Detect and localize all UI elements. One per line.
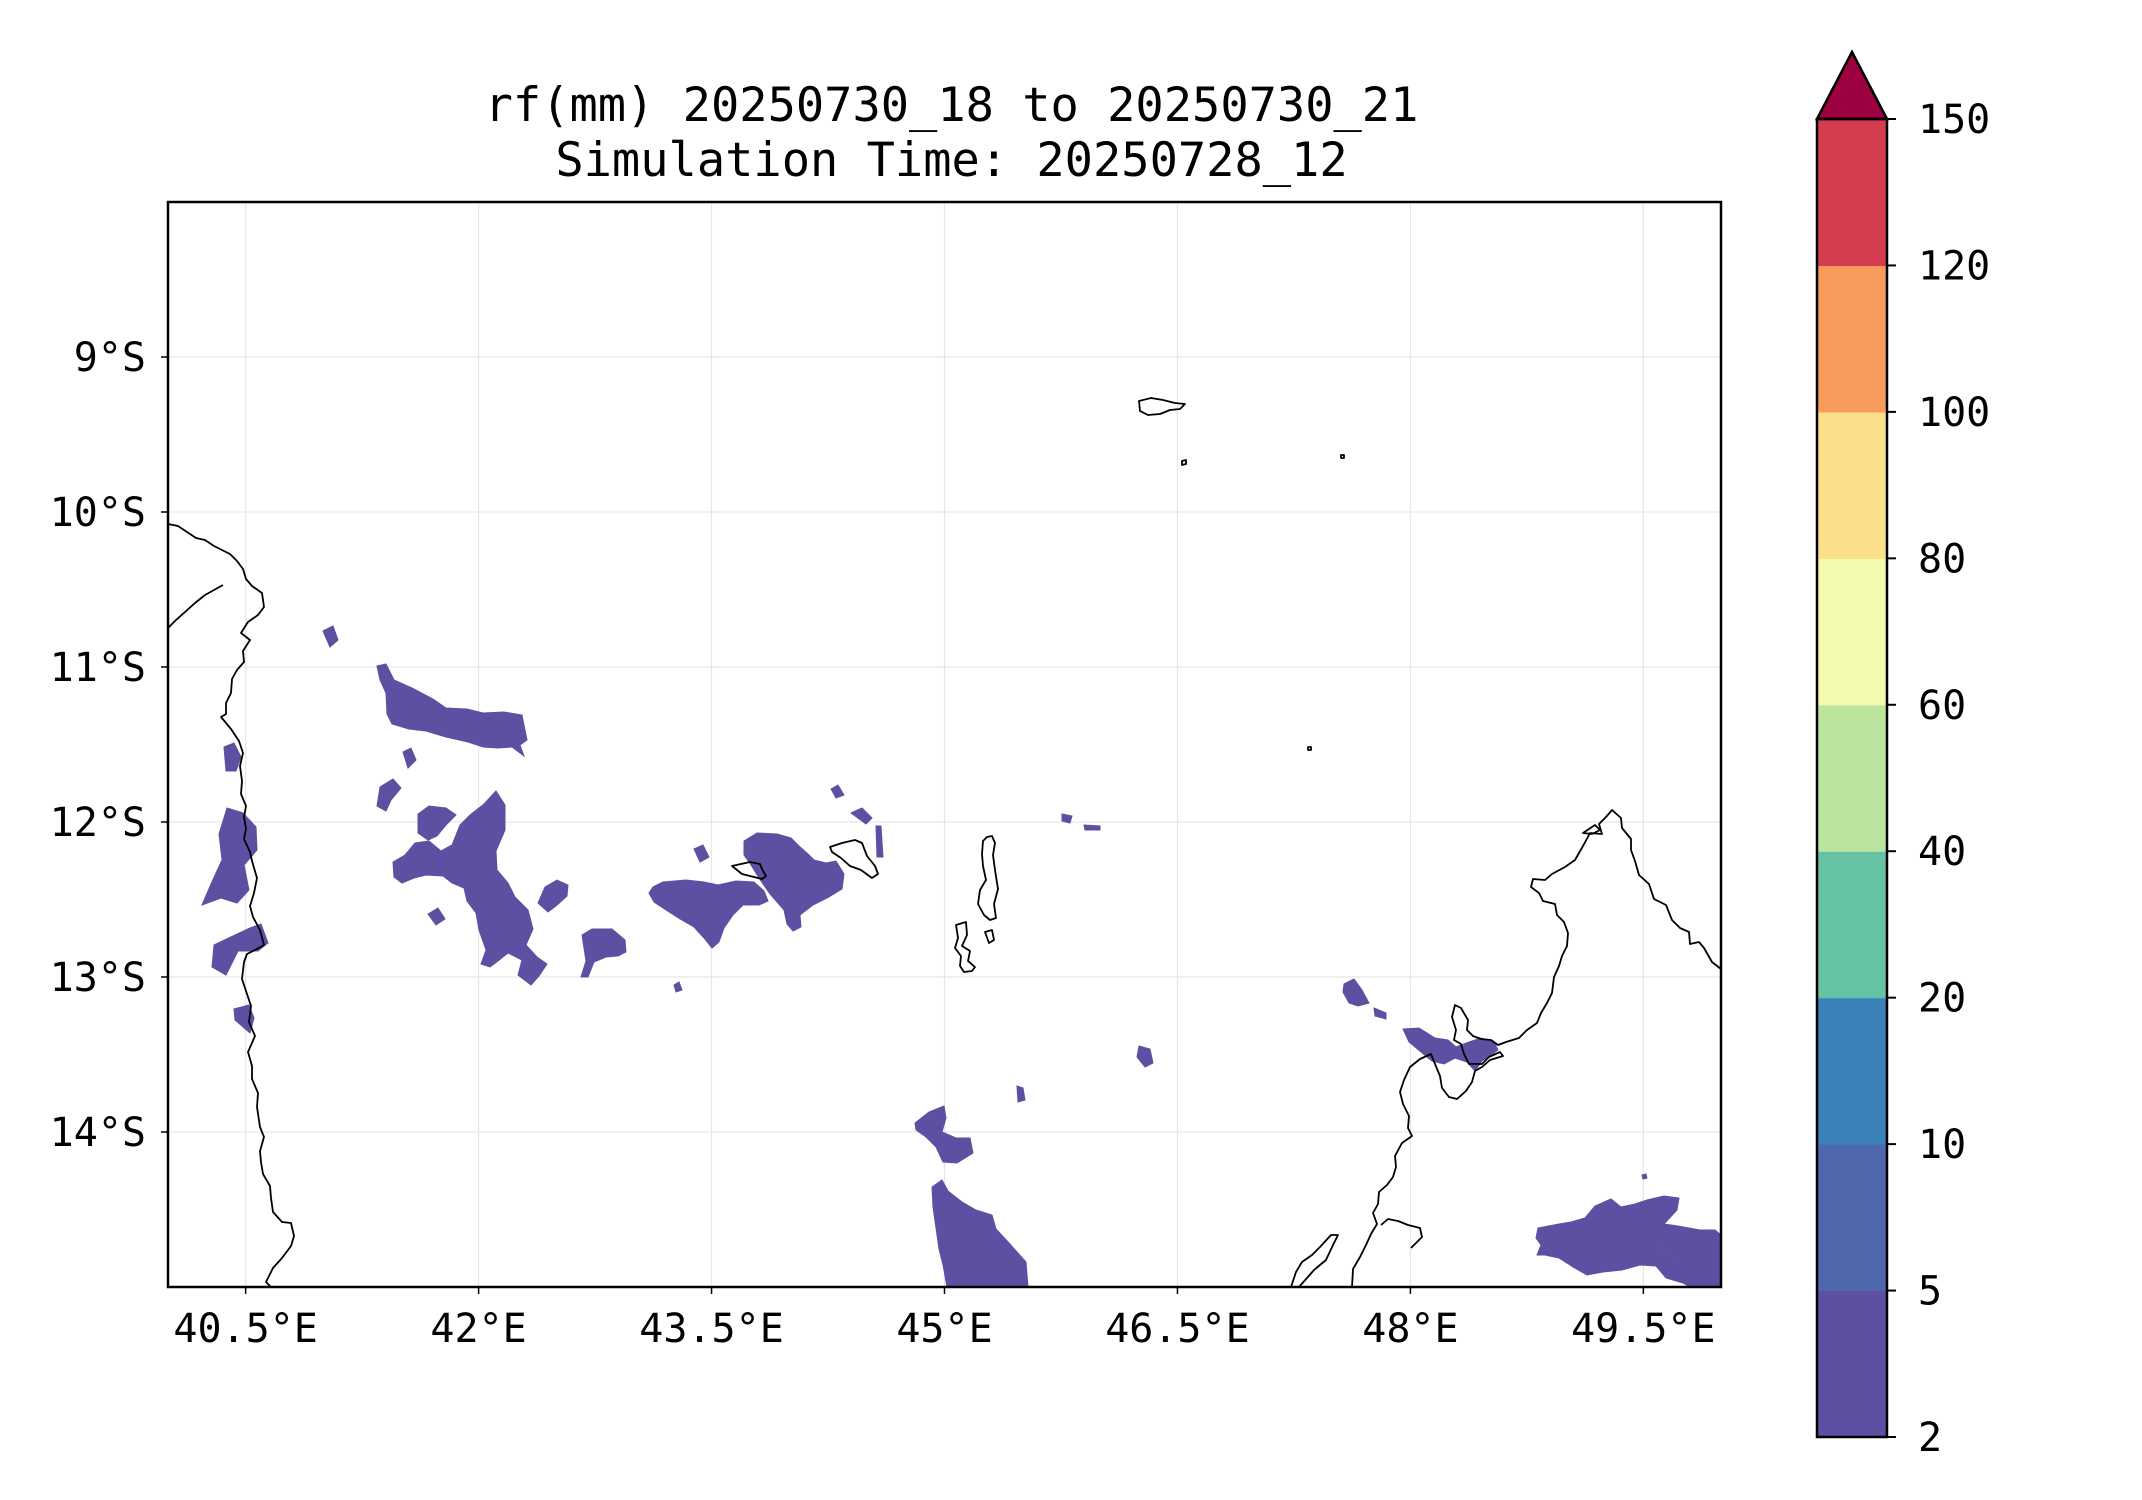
colorbar-tick-label: 100 — [1918, 390, 1990, 436]
precip-area — [392, 790, 548, 986]
colorbar-segment — [1817, 997, 1887, 1145]
precip-area — [648, 879, 769, 949]
coastline-grande-comore — [829, 839, 879, 879]
x-tick-label: 45°E — [896, 1306, 992, 1352]
precip-area — [1342, 978, 1370, 1007]
precip-area — [673, 981, 683, 993]
colorbar-extend-arrow — [1814, 49, 1890, 121]
precip-area — [427, 907, 446, 926]
precip-area — [1402, 1027, 1499, 1072]
precip-area — [693, 844, 710, 863]
x-tick-label: 42°E — [430, 1306, 526, 1352]
precip-area — [830, 784, 845, 799]
x-tick-label: 43.5°E — [639, 1306, 784, 1352]
colorbar-segment — [1817, 1144, 1887, 1292]
colorbar-segment — [1817, 851, 1887, 999]
colorbar-tick-label: 150 — [1918, 97, 1990, 143]
map-title: rf(mm) 20250730_18 to 20250730_21 — [484, 78, 1419, 133]
coastline — [167, 397, 1722, 1288]
precip-area — [850, 807, 873, 825]
precip-area — [914, 1105, 974, 1164]
colorbar-frame — [1815, 117, 1889, 1439]
colorbar: 2 5 10 20 40 60 80 100 120 150 — [1814, 49, 1990, 1461]
y-tick-label: 11°S — [50, 645, 146, 691]
coastline-africa — [167, 523, 295, 1288]
colorbar-tick-label: 120 — [1918, 243, 1990, 289]
precip-area — [1136, 1045, 1154, 1068]
gridlines — [168, 202, 1721, 1287]
y-tick-label: 10°S — [50, 490, 146, 536]
coastline-glorieuses — [1138, 397, 1186, 416]
colorbar-tick-label: 60 — [1918, 683, 1966, 729]
precip-area — [402, 747, 417, 769]
map-subtitle: Simulation Time: 20250728_12 — [555, 133, 1348, 188]
y-tick-label: 14°S — [50, 1110, 146, 1156]
x-tick-label: 40.5°E — [173, 1306, 318, 1352]
y-tick-label: 12°S — [50, 800, 146, 846]
coastline-africa-north — [167, 584, 224, 629]
precip-area — [743, 832, 845, 932]
colorbar-tick-label: 80 — [1918, 536, 1966, 582]
coastline-islet-small — [1181, 459, 1187, 466]
precip-area — [580, 928, 627, 978]
coastline-islet-small — [1307, 746, 1312, 751]
y-tick-label: 9°S — [74, 335, 146, 381]
coastline-madagascar-detail — [1380, 1218, 1423, 1249]
coastline-islet-small — [1340, 454, 1345, 459]
x-tick-label: 48°E — [1362, 1306, 1458, 1352]
coastline-nosy — [1290, 1234, 1339, 1288]
precip-area — [376, 663, 528, 758]
precip-area — [376, 778, 402, 812]
coastline-islet — [731, 861, 767, 880]
colorbar-segment — [1817, 411, 1887, 559]
precip-area — [201, 807, 258, 906]
y-tick-label: 13°S — [50, 955, 146, 1001]
colorbar-tick-label: 2 — [1918, 1415, 1942, 1461]
precip-area — [537, 879, 569, 913]
colorbar-tick-label: 5 — [1918, 1269, 1942, 1315]
precip-area — [875, 825, 884, 858]
coastline-islet-small — [1582, 824, 1601, 835]
precip-area — [211, 923, 269, 976]
colorbar-segment — [1817, 119, 1887, 267]
colorbar-segment — [1817, 265, 1887, 413]
colorbar-segment — [1817, 704, 1887, 852]
coastline-comoro — [954, 921, 995, 973]
precipitation-areas — [201, 625, 1722, 1288]
coastline-madagascar — [1351, 809, 1722, 1288]
axis-ticks: 40.5°E 42°E 43.5°E 45°E 46.5°E 48°E 49.5°E 9°S 1… — [50, 335, 1716, 1352]
precip-area — [1083, 824, 1101, 831]
colorbar-segment — [1817, 558, 1887, 706]
precip-area — [1373, 1007, 1387, 1020]
x-tick-label: 46.5°E — [1105, 1306, 1250, 1352]
coastline-mayotte — [977, 835, 999, 921]
precip-area — [1641, 1173, 1648, 1180]
precip-area — [417, 805, 457, 841]
colorbar-tick-label: 20 — [1918, 976, 1966, 1022]
map-frame — [166, 200, 1723, 1289]
precip-area — [223, 742, 242, 772]
x-tick-label: 49.5°E — [1571, 1306, 1716, 1352]
precip-area — [233, 1004, 255, 1034]
colorbar-tick-label: 40 — [1918, 829, 1966, 875]
precip-area — [1016, 1085, 1026, 1103]
colorbar-tick-label: 10 — [1918, 1122, 1966, 1168]
colorbar-segment — [1817, 1290, 1887, 1438]
precip-area — [1061, 813, 1073, 824]
map-panel: 40.5°E 42°E 43.5°E 45°E 46.5°E 48°E 49.5°E 9°S 1… — [50, 200, 1723, 1352]
precip-area — [322, 625, 339, 648]
precip-area — [931, 1179, 1029, 1288]
